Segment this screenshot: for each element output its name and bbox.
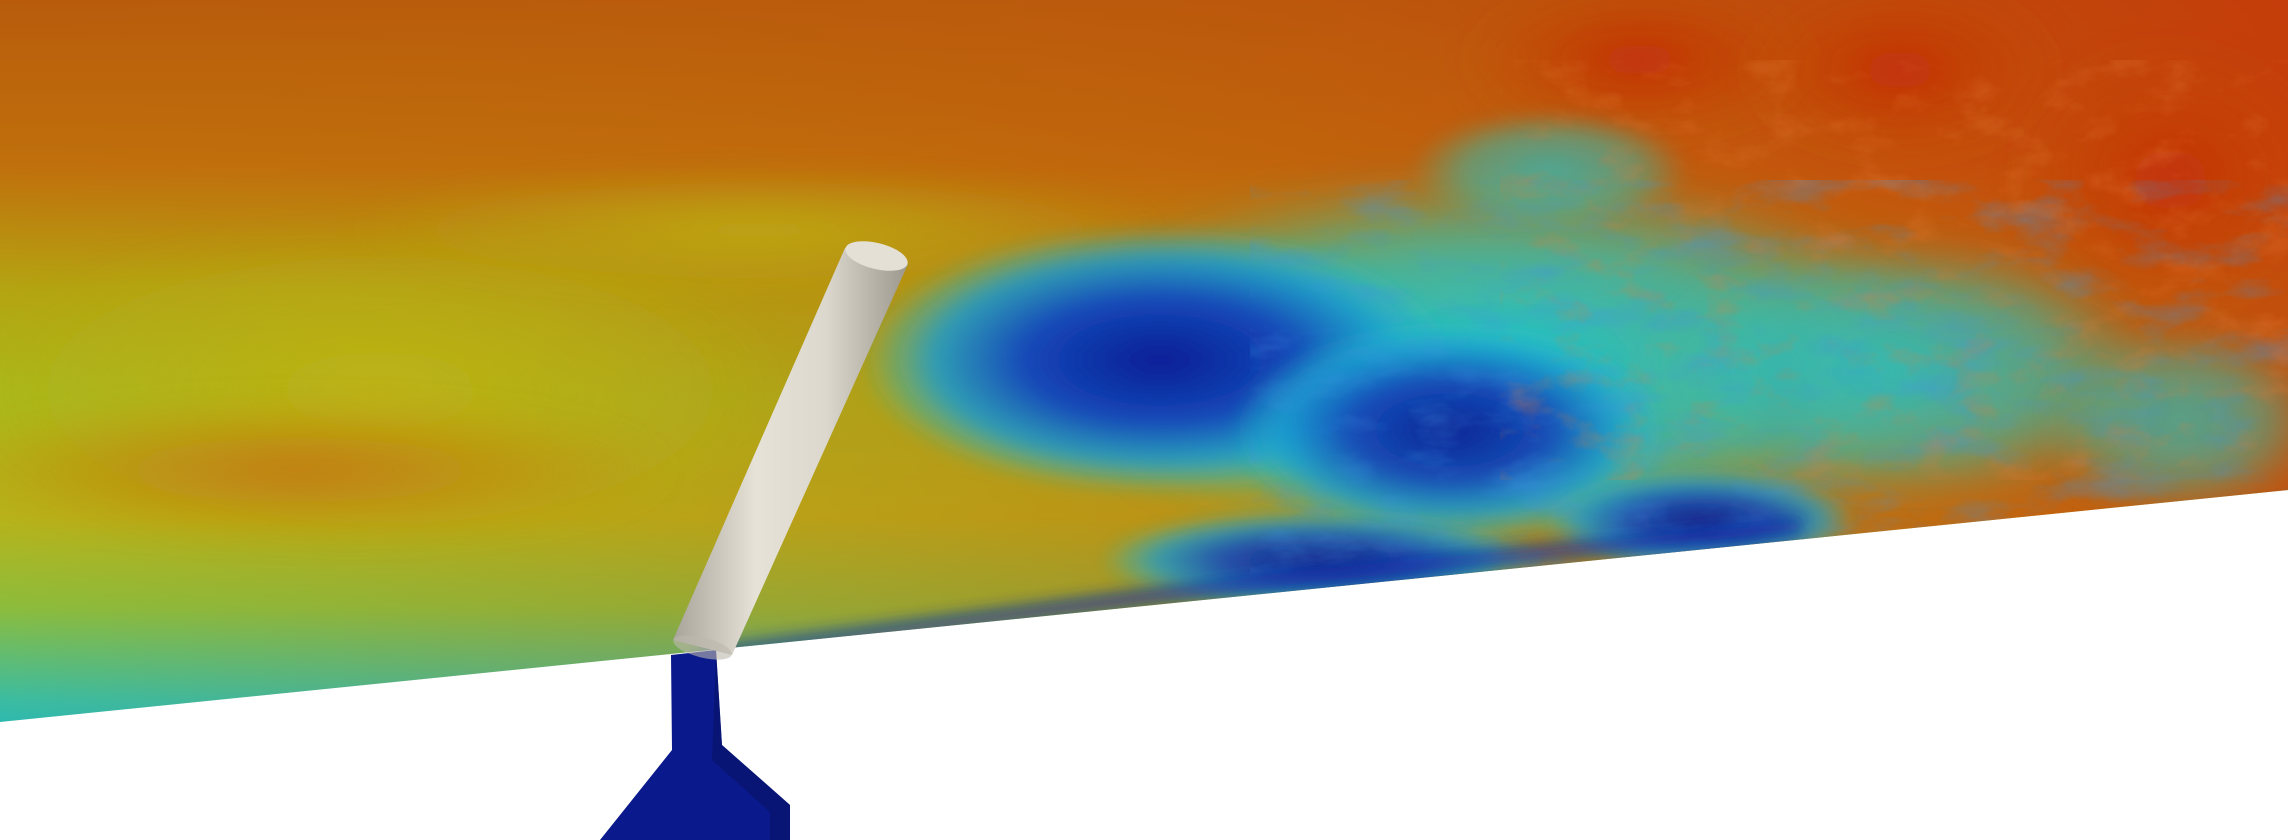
nozzle-icon	[600, 650, 790, 840]
cylinder-icon	[673, 241, 908, 660]
flow-field	[0, 0, 2288, 722]
